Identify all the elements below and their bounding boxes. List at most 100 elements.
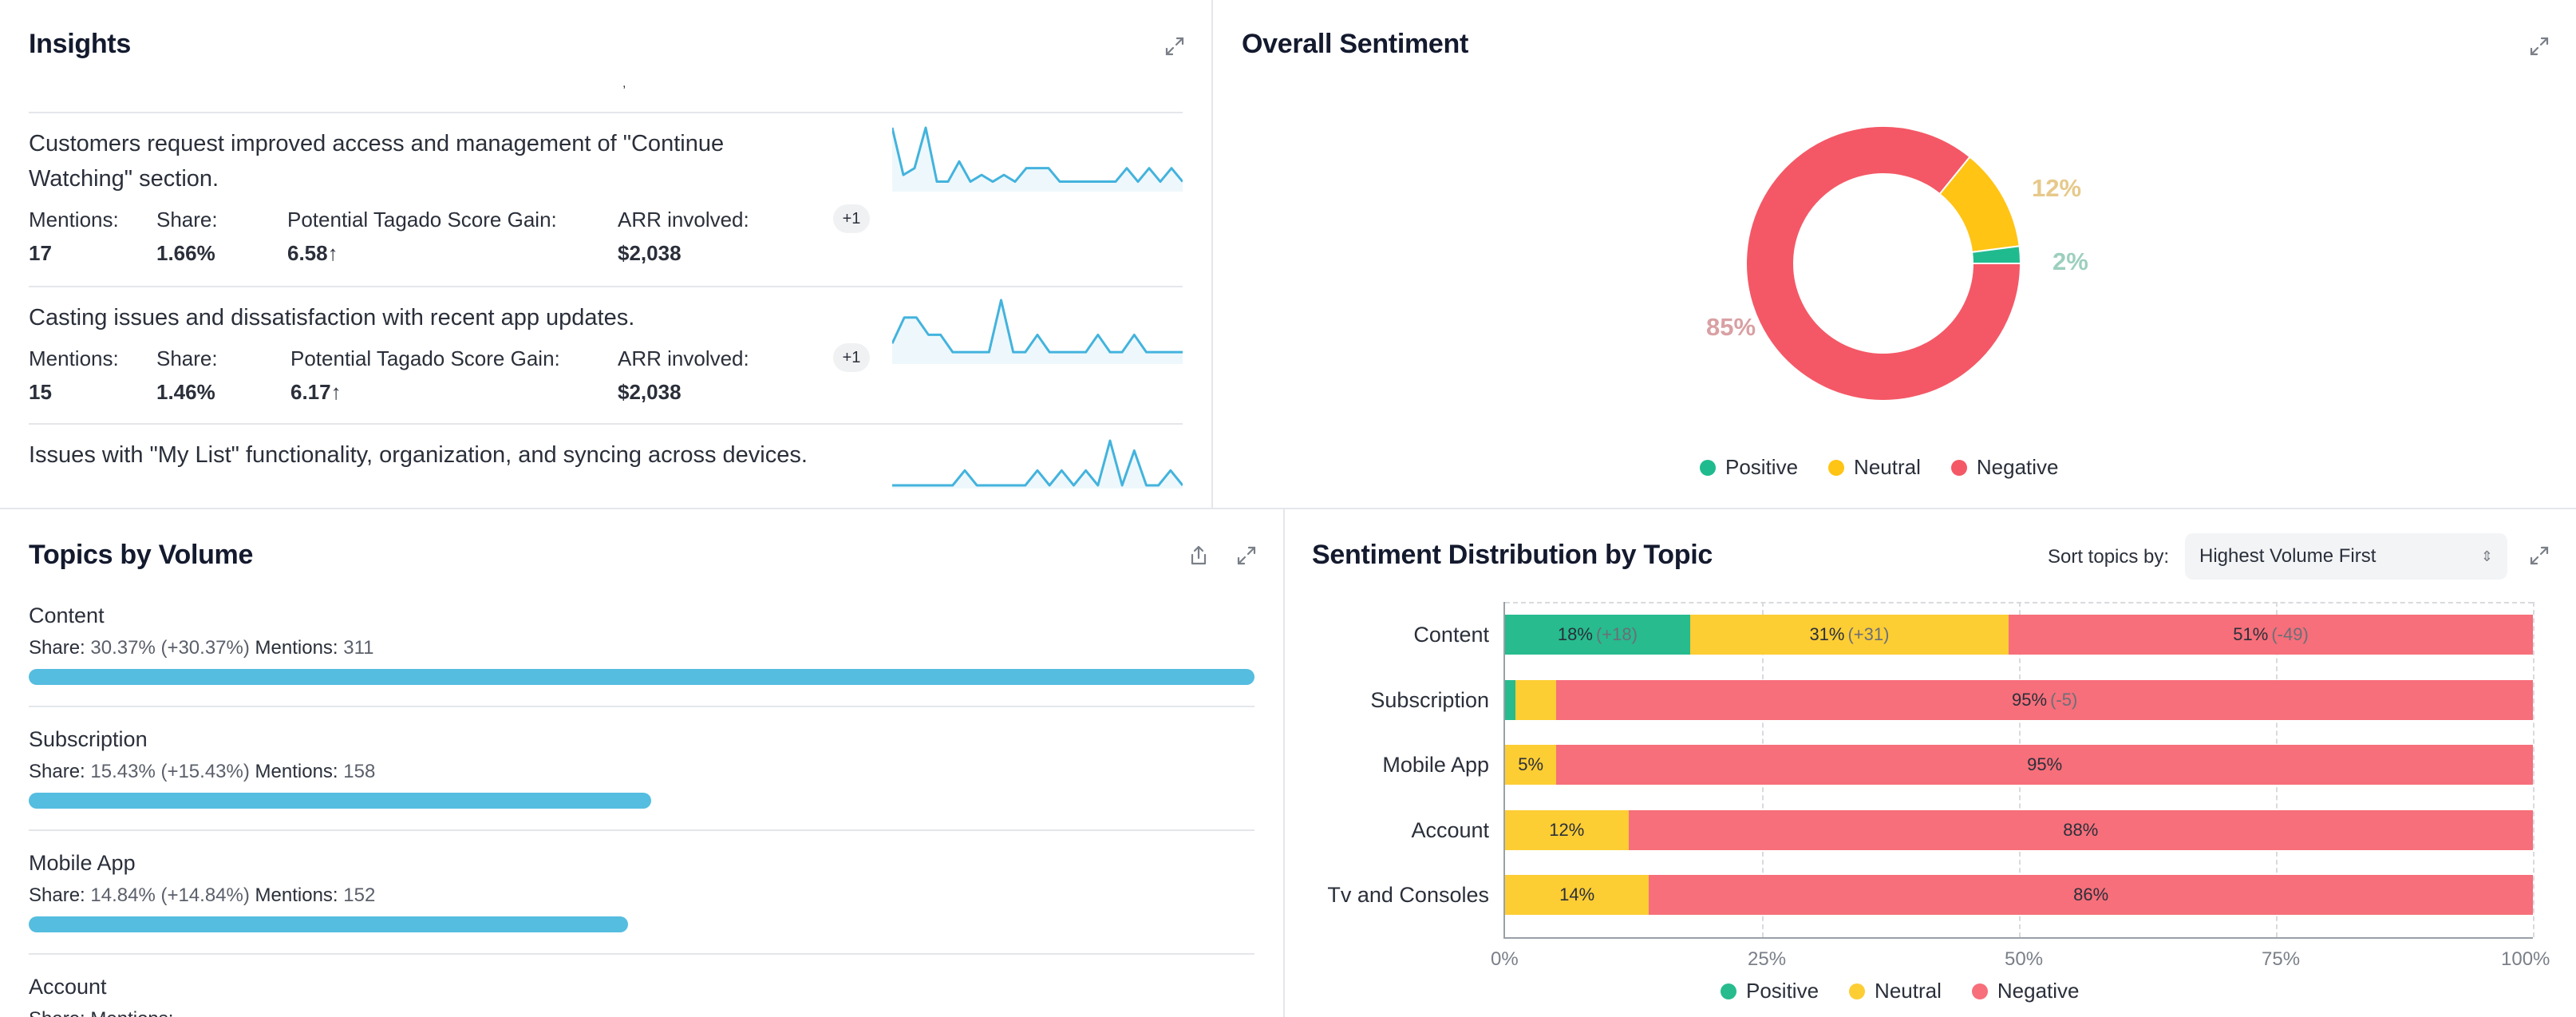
- insight-divider: [29, 286, 1183, 287]
- legend-item-positive[interactable]: Positive: [1700, 455, 1798, 480]
- sparkline-line: [892, 126, 1183, 184]
- bar-segment-neutral[interactable]: 5%: [1505, 745, 1557, 785]
- score-gain-label: Potential Tagado Score Gain:: [290, 346, 560, 370]
- insights-panel: Insights , Customers request improved ac…: [0, 0, 1211, 508]
- legend-item-negative[interactable]: Negative: [1950, 455, 2059, 480]
- legend-item-neutral[interactable]: Neutral: [1828, 455, 1921, 480]
- data-label: 86%: [2073, 884, 2109, 904]
- x-tick-label: 25%: [1748, 948, 1787, 970]
- bar-segment-negative[interactable]: 51% (-49): [2009, 615, 2533, 655]
- topic-name[interactable]: Content: [29, 603, 105, 627]
- sort-select-value: Highest Volume First: [2199, 545, 2376, 567]
- panel-divider-horizontal: [0, 508, 2576, 509]
- bar-segment-neutral[interactable]: [1515, 679, 1557, 720]
- expand-icon[interactable]: [2528, 544, 2550, 567]
- sparkline-area: [892, 441, 1183, 489]
- sort-label: Sort topics by:: [2048, 546, 2170, 568]
- legend-item-positive[interactable]: Positive: [1721, 979, 1819, 1003]
- stat-value: 30.37% (+30.37%): [85, 637, 255, 659]
- bar-segment-neutral[interactable]: 31% (+31): [1689, 615, 2009, 655]
- chevron-updown-icon: ⇕: [2480, 548, 2493, 564]
- topic-stats: Share: 30.37% (+30.37%) Mentions: 311: [29, 637, 374, 659]
- topics-by-volume-panel: Topics by Volume Content Share: 30.37% (+…: [0, 509, 1283, 1017]
- legend-item-negative[interactable]: Negative: [1971, 979, 2080, 1003]
- delta-label: (+31): [1847, 624, 1890, 644]
- expand-icon[interactable]: [1164, 35, 1186, 57]
- x-tick-label: 100%: [2501, 948, 2550, 970]
- arr-value: $2,038: [618, 241, 682, 265]
- mentions-value: 17: [29, 241, 52, 265]
- neutral-percent-label: 12%: [2032, 174, 2082, 202]
- topic-name[interactable]: Account: [29, 975, 107, 999]
- y-axis-line: [1503, 602, 1505, 937]
- insight-text: Issues with "My List" functionality, org…: [29, 442, 808, 468]
- mentions-label: Mentions:: [29, 346, 119, 370]
- stat-label: Share:: [29, 1008, 85, 1017]
- legend-label: Neutral: [1875, 979, 1942, 1003]
- sparkline: [892, 126, 1183, 192]
- stat-value: 14.84% (+14.84%): [85, 884, 255, 906]
- topic-divider: [29, 706, 1254, 707]
- sentiment-donut-chart[interactable]: [1740, 120, 2027, 407]
- sort-select[interactable]: Highest Volume First ⇕: [2185, 533, 2507, 580]
- data-label: 5%: [1518, 754, 1544, 774]
- overall-sentiment-title: Overall Sentiment: [1242, 29, 1468, 59]
- donut-slice-positive[interactable]: [1970, 245, 2022, 264]
- stat-label: Share:: [29, 761, 85, 782]
- arr-value: $2,038: [618, 380, 682, 404]
- gridline: [2533, 602, 2535, 937]
- topic-stats: Share: 15.43% (+15.43%) Mentions: 158: [29, 761, 375, 783]
- positive-dot-icon: [1721, 983, 1736, 999]
- sentiment-distribution-title: Sentiment Distribution by Topic: [1312, 540, 1713, 570]
- data-label: 88%: [2063, 819, 2099, 840]
- expand-icon[interactable]: [2528, 35, 2550, 57]
- neutral-dot-icon: [1849, 983, 1866, 999]
- insight-text: Casting issues and dissatisfaction with …: [29, 305, 635, 330]
- more-badge[interactable]: +1: [833, 343, 870, 372]
- neutral-dot-icon: [1828, 459, 1845, 476]
- topics-by-volume-title: Topics by Volume: [29, 540, 254, 570]
- delta-label: (+18): [1595, 624, 1638, 644]
- stat-value: 311: [338, 637, 374, 659]
- stat-label: Share:: [29, 884, 85, 906]
- topic-name[interactable]: Subscription: [29, 727, 148, 751]
- delta-label: (-5): [2050, 689, 2078, 710]
- expand-icon[interactable]: [1235, 544, 1258, 567]
- topic-volume-bar[interactable]: [29, 669, 1254, 685]
- legend-label: Positive: [1746, 979, 1819, 1003]
- sparkline: [892, 439, 1183, 489]
- data-label: 12%: [1549, 819, 1585, 840]
- legend-item-neutral[interactable]: Neutral: [1849, 979, 1942, 1003]
- topic-volume-bar[interactable]: [29, 916, 628, 932]
- topic-divider: [29, 953, 1254, 955]
- bar-segment-positive[interactable]: [1505, 679, 1515, 720]
- bar-segment-negative[interactable]: 95% (-5): [1556, 679, 2533, 720]
- category-label: Content: [1413, 623, 1489, 647]
- stat-value: 158: [338, 761, 376, 782]
- share-icon[interactable]: [1187, 544, 1210, 567]
- donut-slice-negative[interactable]: [1745, 125, 2022, 402]
- bar-segment-negative[interactable]: 88%: [1628, 809, 2533, 850]
- topic-name[interactable]: Mobile App: [29, 851, 136, 875]
- data-label: 31%: [1809, 624, 1845, 644]
- delta-label: (-49): [2271, 624, 2309, 644]
- insight-divider: [29, 112, 1183, 113]
- stat-label: Mentions:: [255, 761, 338, 782]
- more-badge[interactable]: +1: [833, 204, 870, 233]
- topic-volume-bar[interactable]: [29, 793, 651, 809]
- bar-segment-negative[interactable]: 86%: [1649, 875, 2533, 915]
- donut-slice-neutral[interactable]: [1938, 156, 2021, 253]
- mentions-label: Mentions:: [29, 208, 119, 231]
- legend-label: Positive: [1725, 455, 1799, 479]
- score-gain-label: Potential Tagado Score Gain:: [287, 208, 557, 231]
- legend-label: Neutral: [1854, 455, 1921, 479]
- bar-segment-neutral[interactable]: 12%: [1505, 809, 1629, 850]
- bar-segment-positive[interactable]: 18% (+18): [1505, 615, 1690, 655]
- bar-segment-neutral[interactable]: 14%: [1505, 875, 1650, 915]
- stat-label: Mentions:: [90, 1008, 173, 1017]
- topic-divider: [29, 829, 1254, 831]
- positive-percent-label: 2%: [2053, 247, 2088, 275]
- x-tick-label: 50%: [2005, 948, 2044, 970]
- x-tick-label: 75%: [2262, 948, 2301, 970]
- bar-segment-negative[interactable]: 95%: [1556, 745, 2533, 785]
